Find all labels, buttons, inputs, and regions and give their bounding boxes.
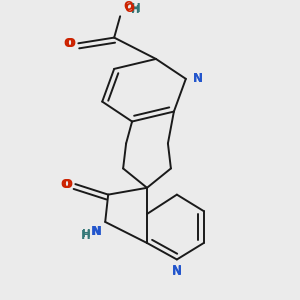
Text: N: N — [172, 264, 182, 277]
Text: H: H — [130, 5, 139, 15]
Text: O: O — [61, 178, 71, 190]
Text: N: N — [193, 72, 203, 86]
Text: O: O — [124, 2, 135, 15]
Text: O: O — [65, 37, 75, 50]
Text: H: H — [80, 229, 90, 242]
Text: O: O — [123, 0, 133, 14]
Text: N: N — [92, 225, 102, 238]
Text: H: H — [82, 229, 90, 239]
Text: O: O — [62, 178, 72, 190]
Text: O: O — [64, 37, 74, 50]
Text: N: N — [172, 265, 182, 278]
Text: H: H — [130, 2, 140, 15]
Text: N: N — [91, 225, 101, 238]
Text: N: N — [193, 72, 203, 86]
